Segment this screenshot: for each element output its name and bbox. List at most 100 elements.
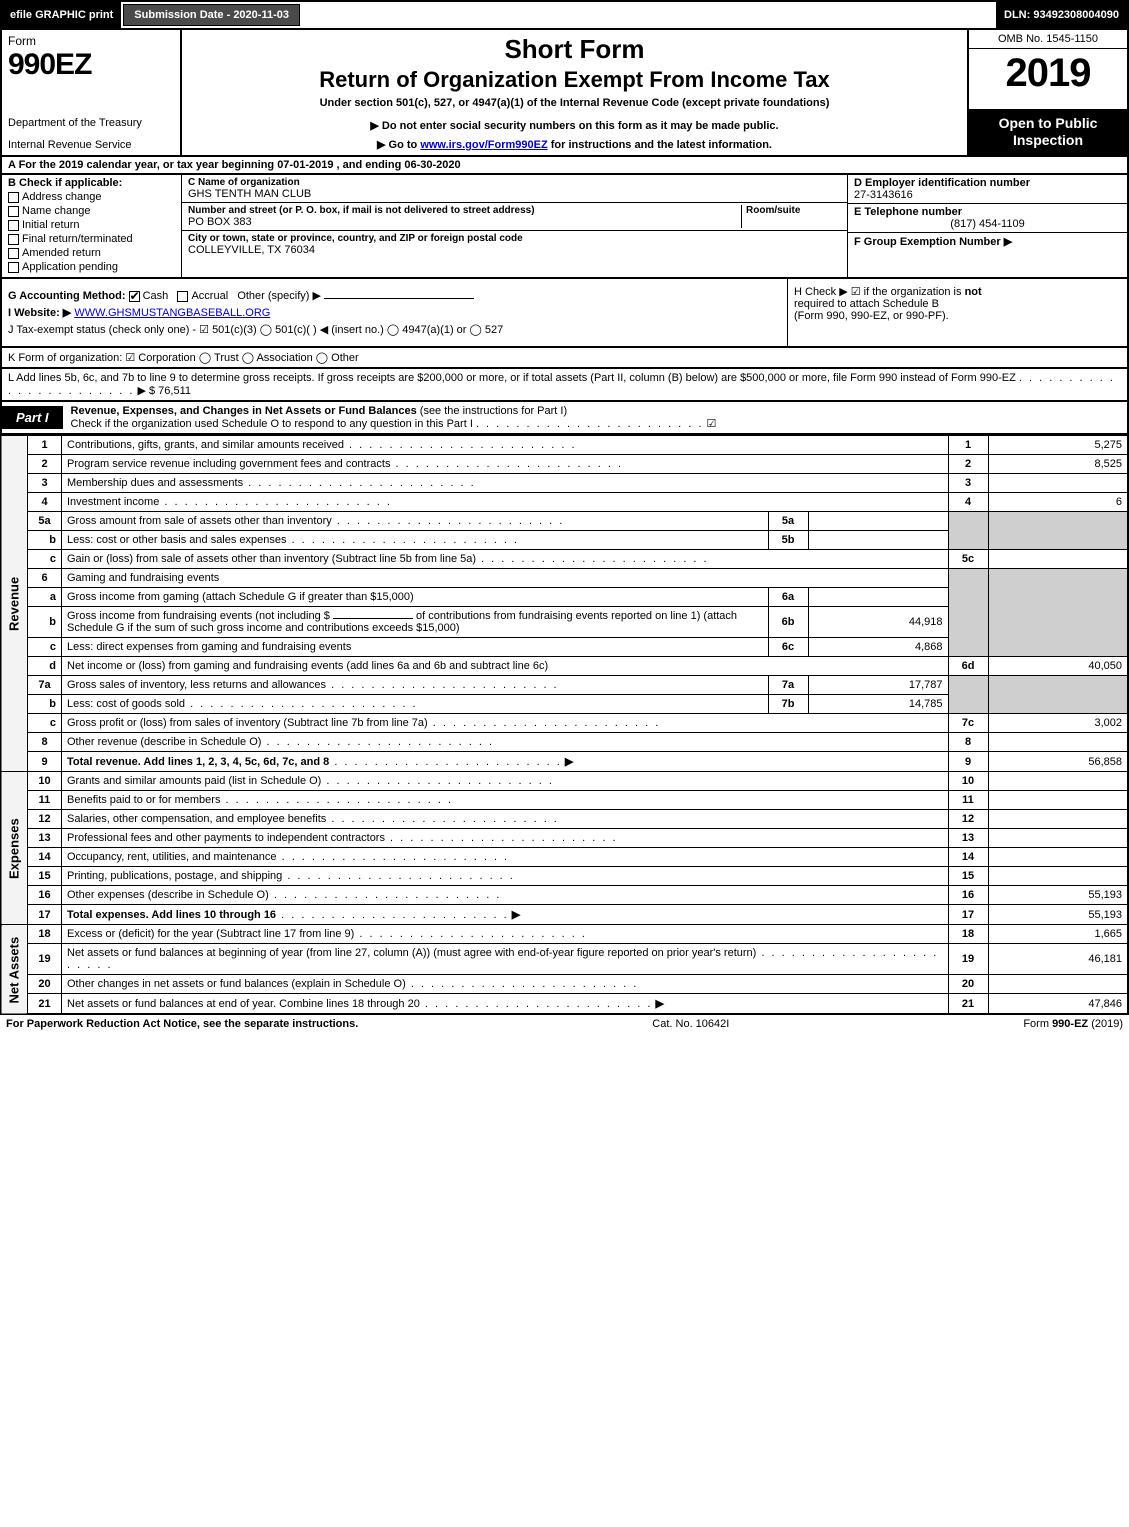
h-line-2: required to attach Schedule B xyxy=(794,298,1121,310)
desc-7c: Gross profit or (loss) from sales of inv… xyxy=(62,714,949,733)
no-7c: 7c xyxy=(948,714,988,733)
street-row: Number and street (or P. O. box, if mail… xyxy=(182,203,847,231)
desc-16: Other expenses (describe in Schedule O) xyxy=(62,886,949,905)
ln-8: 8 xyxy=(28,733,62,752)
part-sub: (see the instructions for Part I) xyxy=(420,405,567,417)
subval-6b: 44,918 xyxy=(808,607,948,638)
ln-10: 10 xyxy=(28,772,62,791)
desc-7a: Gross sales of inventory, less returns a… xyxy=(62,676,769,695)
val-4: 6 xyxy=(988,493,1128,512)
city-row: City or town, state or province, country… xyxy=(182,231,847,258)
part-i-header: Part I Revenue, Expenses, and Changes in… xyxy=(0,402,1129,435)
part-check-box[interactable]: ☑ xyxy=(707,418,717,430)
row-2: 2 Program service revenue including gove… xyxy=(1,455,1128,474)
desc-6b: Gross income from fundraising events (no… xyxy=(62,607,769,638)
row-14: 14 Occupancy, rent, utilities, and maint… xyxy=(1,848,1128,867)
sub-6c: 6c xyxy=(768,638,808,657)
row-19: 19 Net assets or fund balances at beginn… xyxy=(1,944,1128,975)
title-under: Under section 501(c), 527, or 4947(a)(1)… xyxy=(190,97,959,109)
g-accrual-check[interactable] xyxy=(177,291,188,302)
g-label: G Accounting Method: xyxy=(8,290,126,302)
desc-15: Printing, publications, postage, and shi… xyxy=(62,867,949,886)
val-13 xyxy=(988,829,1128,848)
submission-date: Submission Date - 2020-11-03 xyxy=(123,4,300,26)
chk-initial[interactable]: Initial return xyxy=(8,219,175,231)
part-check-text: Check if the organization used Schedule … xyxy=(71,418,473,430)
ln-11: 11 xyxy=(28,791,62,810)
chk-amended[interactable]: Amended return xyxy=(8,247,175,259)
ssn-note: ▶ Do not enter social security numbers o… xyxy=(190,119,959,132)
val-10 xyxy=(988,772,1128,791)
ln-6c: c xyxy=(28,638,62,657)
sub-6b: 6b xyxy=(768,607,808,638)
ln-16: 16 xyxy=(28,886,62,905)
g-cash-check[interactable] xyxy=(129,291,140,302)
desc-14: Occupancy, rent, utilities, and maintena… xyxy=(62,848,949,867)
g-other-line[interactable] xyxy=(324,298,474,299)
desc-21: Net assets or fund balances at end of ye… xyxy=(62,994,949,1015)
part-tag: Part I xyxy=(2,406,63,429)
tax-year: 2019 xyxy=(969,49,1127,96)
h-line-1: H Check ▶ ☑ if the organization is not xyxy=(794,285,1121,298)
title-short: Short Form xyxy=(190,34,959,65)
i-line: I Website: ▶ WWW.GHSMUSTANGBASEBALL.ORG xyxy=(8,306,781,319)
subval-5a xyxy=(808,512,948,531)
val-15 xyxy=(988,867,1128,886)
g-accrual: Accrual xyxy=(191,290,228,302)
row-7c: c Gross profit or (loss) from sales of i… xyxy=(1,714,1128,733)
ln-6a: a xyxy=(28,588,62,607)
group-exemption-row: F Group Exemption Number ▶ xyxy=(848,233,1127,277)
ln-12: 12 xyxy=(28,810,62,829)
entity-right: D Employer identification number 27-3143… xyxy=(847,175,1127,277)
desc-9: Total revenue. Add lines 1, 2, 3, 4, 5c,… xyxy=(62,752,949,772)
footer-right: Form 990-EZ (2019) xyxy=(1023,1018,1123,1030)
chk-address[interactable]: Address change xyxy=(8,191,175,203)
val-11 xyxy=(988,791,1128,810)
title-return: Return of Organization Exempt From Incom… xyxy=(190,67,959,93)
chk-name[interactable]: Name change xyxy=(8,205,175,217)
desc-13: Professional fees and other payments to … xyxy=(62,829,949,848)
j-line: J Tax-exempt status (check only one) - ☑… xyxy=(8,323,781,336)
row-12: 12 Salaries, other compensation, and emp… xyxy=(1,810,1128,829)
sub-7b: 7b xyxy=(768,695,808,714)
shade-6v xyxy=(988,569,1128,657)
website-link[interactable]: WWW.GHSMUSTANGBASEBALL.ORG xyxy=(74,307,270,319)
no-6d: 6d xyxy=(948,657,988,676)
desc-12: Salaries, other compensation, and employ… xyxy=(62,810,949,829)
entity-name-address: C Name of organization GHS TENTH MAN CLU… xyxy=(182,175,847,277)
c-label: C Name of organization xyxy=(188,177,841,188)
tax-period: A For the 2019 calendar year, or tax yea… xyxy=(0,157,1129,175)
shade-5v xyxy=(988,512,1128,550)
ln-7b: b xyxy=(28,695,62,714)
subval-7b: 14,785 xyxy=(808,695,948,714)
6b-blank[interactable] xyxy=(333,618,413,619)
desc-6c: Less: direct expenses from gaming and fu… xyxy=(62,638,769,657)
desc-17: Total expenses. Add lines 10 through 16 xyxy=(62,905,949,925)
g-i-j: G Accounting Method: Cash Accrual Other … xyxy=(2,279,787,346)
no-1: 1 xyxy=(948,436,988,455)
chk-application[interactable]: Application pending xyxy=(8,261,175,273)
row-11: 11 Benefits paid to or for members 11 xyxy=(1,791,1128,810)
no-14: 14 xyxy=(948,848,988,867)
row-16: 16 Other expenses (describe in Schedule … xyxy=(1,886,1128,905)
org-name: GHS TENTH MAN CLUB xyxy=(188,188,841,200)
ein-row: D Employer identification number 27-3143… xyxy=(848,175,1127,204)
e-label: E Telephone number xyxy=(854,206,1121,218)
goto-link[interactable]: www.irs.gov/Form990EZ xyxy=(420,139,547,151)
part-check-line: Check if the organization used Schedule … xyxy=(71,417,1119,430)
h-block: H Check ▶ ☑ if the organization is not r… xyxy=(787,279,1127,346)
top-bar: efile GRAPHIC print Submission Date - 20… xyxy=(0,0,1129,30)
row-1: Revenue 1 Contributions, gifts, grants, … xyxy=(1,436,1128,455)
header-right: OMB No. 1545-1150 2019 Open to Public In… xyxy=(967,30,1127,155)
val-9: 56,858 xyxy=(988,752,1128,772)
chk-final[interactable]: Final return/terminated xyxy=(8,233,175,245)
desc-6: Gaming and fundraising events xyxy=(62,569,949,588)
ln-7c: c xyxy=(28,714,62,733)
g-cash: Cash xyxy=(143,290,169,302)
l-text: L Add lines 5b, 6c, and 7b to line 9 to … xyxy=(8,372,1016,384)
no-19: 19 xyxy=(948,944,988,975)
desc-11: Benefits paid to or for members xyxy=(62,791,949,810)
no-5c: 5c xyxy=(948,550,988,569)
goto-line: ▶ Go to www.irs.gov/Form990EZ for instru… xyxy=(190,138,959,151)
desc-19: Net assets or fund balances at beginning… xyxy=(62,944,949,975)
